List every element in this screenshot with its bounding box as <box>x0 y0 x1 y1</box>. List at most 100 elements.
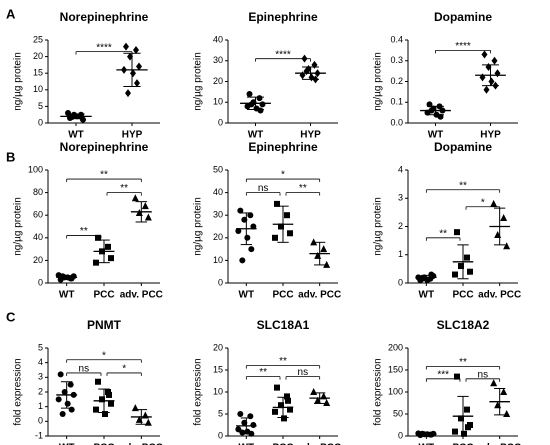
data-point <box>454 373 460 380</box>
x-tick-label: PCC <box>452 290 473 301</box>
y-tick-label: 20 <box>33 255 43 265</box>
y-tick-label: 30 <box>213 55 223 65</box>
data-point <box>428 271 435 278</box>
data-point <box>494 69 501 78</box>
data-point <box>237 411 244 417</box>
data-point <box>257 107 264 114</box>
x-tick-label: HYP <box>480 130 501 141</box>
data-point <box>464 254 470 261</box>
data-point <box>102 411 108 417</box>
data-point <box>287 406 293 413</box>
y-tick-label: 20 <box>213 232 223 242</box>
y-axis-label: ng/µg protein <box>13 197 24 256</box>
y-tick-label: 150 <box>388 364 403 374</box>
y-tick-label: 0 <box>218 277 223 287</box>
significance-label: ** <box>459 357 467 368</box>
y-axis-label: fold expression <box>193 358 204 425</box>
significance-label: ** <box>459 180 467 191</box>
data-point <box>310 388 318 395</box>
data-point <box>274 384 280 391</box>
y-tick-label: 0 <box>398 430 403 440</box>
y-tick-label: 5 <box>218 408 223 418</box>
y-tick-label: 4 <box>38 357 43 367</box>
data-point <box>458 415 464 422</box>
x-tick-label: WT <box>239 290 255 301</box>
data-point <box>248 246 255 253</box>
significance-label: **** <box>96 42 112 53</box>
y-tick-label: 0 <box>218 430 223 440</box>
data-point <box>491 56 498 65</box>
data-point <box>284 393 290 400</box>
data-point <box>134 79 140 88</box>
y-tick-label: 5 <box>38 342 43 352</box>
y-tick-label: 20 <box>213 342 223 352</box>
y-axis-label: fold expression <box>373 358 384 425</box>
chart-title: Epinephrine <box>248 10 318 24</box>
chart-title: Dopamine <box>434 10 492 24</box>
x-tick-label: HYP <box>300 130 321 141</box>
significance-label: * <box>281 170 285 181</box>
significance-label: ** <box>299 183 307 194</box>
data-point <box>490 199 498 207</box>
y-tick-label: 0 <box>398 277 403 287</box>
y-tick-label: 1 <box>398 249 403 259</box>
chart-title: Epinephrine <box>248 140 318 154</box>
x-tick-label: adv. PCC <box>478 290 521 301</box>
y-tick-label: 200 <box>388 342 403 352</box>
significance-label: ** <box>279 356 287 367</box>
y-tick-label: 10 <box>213 255 223 265</box>
data-point <box>250 223 257 230</box>
y-tick-label: 40 <box>213 34 223 44</box>
y-tick-label: 0.2 <box>390 76 403 86</box>
data-point <box>64 400 71 407</box>
y-tick-label: 25 <box>33 34 43 44</box>
data-point <box>68 275 75 282</box>
y-tick-label: 0.1 <box>390 97 403 107</box>
data-point <box>108 255 114 262</box>
y-tick-label: 0.0 <box>390 117 403 127</box>
data-point <box>256 95 263 102</box>
x-tick-label: WT <box>419 443 435 445</box>
chart-title: SLC18A1 <box>257 318 310 332</box>
x-tick-label: adv. PCC <box>120 443 163 445</box>
y-tick-label: 10 <box>213 97 223 107</box>
x-tick-label: WT <box>68 130 84 141</box>
data-point <box>464 406 470 413</box>
significance-label: **** <box>455 41 471 52</box>
y-axis-label: ng/µg protein <box>193 52 204 111</box>
chart-title: PNMT <box>87 318 122 332</box>
data-point <box>310 238 318 246</box>
y-axis-label: ng/µg protein <box>13 52 24 111</box>
y-tick-label: 15 <box>213 364 223 374</box>
data-point <box>239 257 246 264</box>
data-point <box>454 229 460 236</box>
data-point <box>452 271 458 278</box>
y-tick-label: 3 <box>398 193 403 203</box>
chart-title: Dopamine <box>434 140 492 154</box>
y-tick-label: 10 <box>33 84 43 94</box>
data-point <box>500 214 508 222</box>
data-point <box>65 110 71 117</box>
y-tick-label: 30 <box>213 210 223 220</box>
significance-label: ** <box>120 183 128 194</box>
data-point <box>136 62 142 71</box>
y-tick-label: 10 <box>213 386 223 396</box>
y-tick-label: 0 <box>38 416 43 426</box>
data-point <box>133 45 139 54</box>
data-point <box>272 234 278 241</box>
data-point <box>59 411 66 417</box>
y-tick-label: 20 <box>213 76 223 86</box>
data-point <box>458 263 464 270</box>
x-tick-label: WT <box>59 443 75 445</box>
x-tick-label: HYP <box>122 130 143 141</box>
significance-label: *** <box>437 369 449 380</box>
x-tick-label: WT <box>59 290 75 301</box>
x-tick-label: WT <box>248 130 264 141</box>
data-point <box>123 42 129 51</box>
y-tick-label: 2 <box>398 221 403 231</box>
data-point <box>55 396 62 403</box>
significance-label: * <box>122 364 126 375</box>
data-point <box>278 223 284 230</box>
significance-label: ns <box>79 364 90 375</box>
significance-label: ns <box>298 367 309 378</box>
